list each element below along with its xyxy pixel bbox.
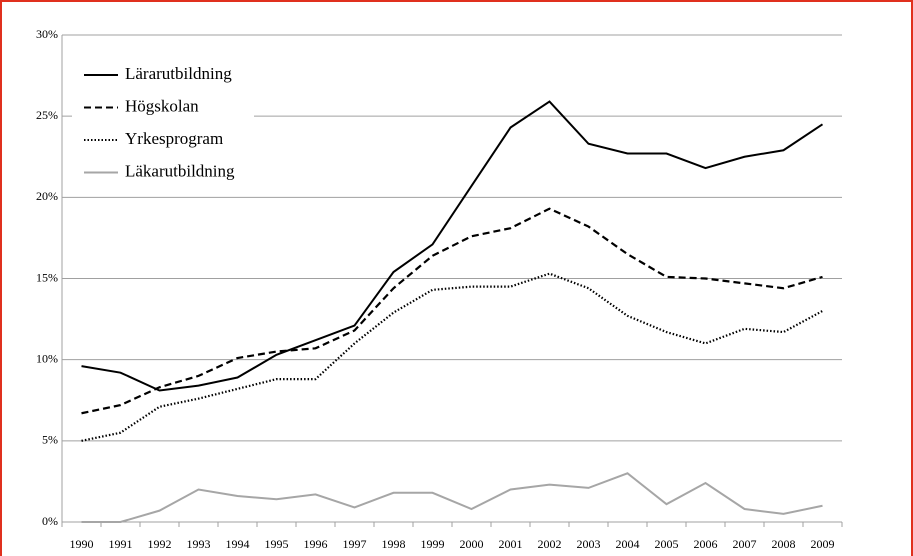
series-line [81, 100, 824, 392]
x-tick-label: 2004 [616, 537, 640, 551]
x-tick-label: 1997 [343, 537, 367, 551]
x-tick-label: 1998 [382, 537, 406, 551]
x-tick-label: 1996 [304, 537, 328, 551]
series-line [81, 472, 823, 523]
legend-label: Högskolan [125, 96, 199, 115]
x-tick-label: 2000 [460, 537, 484, 551]
legend-label: Yrkesprogram [125, 129, 223, 148]
x-tick-label: 1990 [70, 537, 94, 551]
x-tick-label: 2007 [733, 537, 757, 551]
x-tick-label: 2002 [538, 537, 562, 551]
x-tick-label: 2003 [577, 537, 601, 551]
x-tick-label: 1992 [148, 537, 172, 551]
x-tick-label: 2001 [499, 537, 523, 551]
x-tick-label: 2005 [655, 537, 679, 551]
series-line [81, 272, 824, 442]
y-tick-label: 30% [36, 27, 58, 41]
x-tick-label: 2006 [694, 537, 718, 551]
x-tick-label: 2009 [811, 537, 835, 551]
y-tick-label: 20% [36, 189, 58, 203]
x-tick-label: 2008 [772, 537, 796, 551]
y-tick-label: 0% [42, 514, 58, 528]
x-tick-label: 1994 [226, 537, 250, 551]
x-tick-label: 1991 [109, 537, 133, 551]
x-tick-label: 1995 [265, 537, 289, 551]
legend-label: Läkarutbildning [125, 161, 235, 180]
x-tick-label: 1993 [187, 537, 211, 551]
y-tick-label: 25% [36, 108, 58, 122]
y-tick-label: 5% [42, 433, 58, 447]
x-tick-label: 1999 [421, 537, 445, 551]
y-tick-label: 10% [36, 351, 58, 365]
y-tick-label: 15% [36, 270, 58, 284]
legend-label: Lärarutbildning [125, 64, 232, 83]
